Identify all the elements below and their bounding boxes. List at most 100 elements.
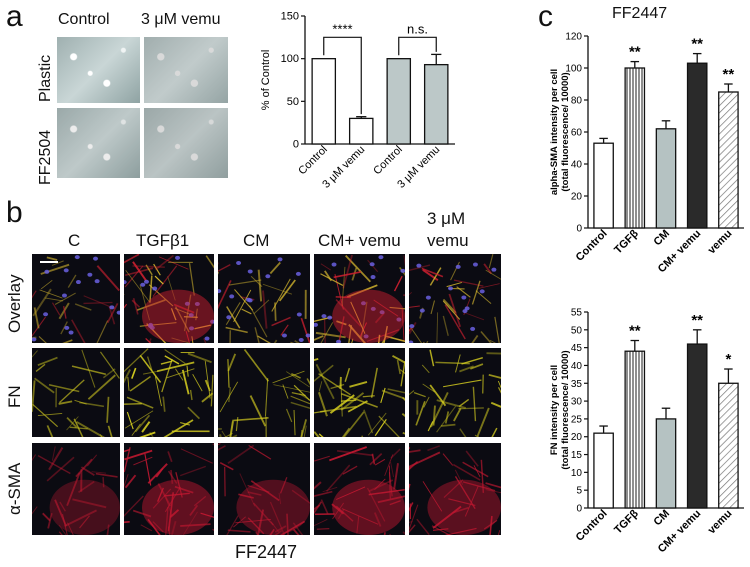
y-tick-label: 0 [576, 504, 582, 515]
fluorescence-image [32, 348, 120, 437]
y-tick-label: 150 [281, 11, 299, 23]
bar [624, 67, 646, 229]
y-tick-label: 35 [571, 379, 583, 390]
significance-bracket [323, 36, 362, 115]
fluorescence-image [124, 443, 214, 535]
micrograph-plastic-control [57, 37, 140, 103]
panel-letter-b: b [6, 196, 23, 229]
row-label-overlay: Overlay [5, 274, 24, 333]
y-axis-label-line: alpha-SMA intensity per cell [549, 69, 560, 195]
y-tick-label: 50 [571, 325, 583, 336]
significance-label: ** [691, 36, 703, 53]
col-label-3um: 3 μM [427, 209, 466, 228]
y-tick-label: 40 [571, 160, 583, 171]
bar [718, 382, 739, 509]
y-tick-label: 80 [571, 96, 583, 107]
significance-bracket [398, 36, 437, 56]
y-axis-label-line: (total fluorescence/ 10000) [560, 350, 571, 469]
significance-label: ** [723, 66, 735, 83]
row-label-asma: α-SMA [5, 462, 24, 515]
bar [386, 58, 412, 145]
fluorescence-image [409, 443, 501, 535]
col-label-cm-vemu: CM+ vemu [318, 231, 401, 250]
significance-label: **** [332, 21, 352, 36]
bar [593, 142, 614, 229]
col-label-vemu-b: vemu [427, 231, 469, 250]
bar [718, 91, 739, 229]
bar [348, 117, 374, 145]
x-tick-label: CM [652, 228, 673, 249]
y-tick-label: 55 [571, 308, 583, 319]
row-label-plastic: Plastic [37, 54, 54, 102]
fluorescence-image [314, 254, 405, 343]
bar [655, 418, 677, 509]
y-tick-label: 0 [576, 224, 582, 235]
y-axis-label-line: FN intensity per cell [549, 365, 560, 455]
y-tick-label: 100 [281, 53, 299, 65]
y-axis-label: % of Control [260, 50, 272, 111]
panel-c-title: FF2447 [612, 5, 668, 22]
x-tick-label: vemu [706, 508, 735, 537]
bar [593, 432, 614, 509]
y-tick-label: 120 [565, 32, 582, 43]
y-tick-label: 0 [293, 139, 299, 151]
y-tick-label: 15 [571, 450, 583, 461]
fluorescence-image [124, 348, 214, 437]
fluorescence-image [124, 254, 214, 343]
y-tick-label: 10 [571, 468, 583, 479]
y-tick-label: 60 [571, 128, 583, 139]
fluorescence-image [218, 443, 310, 535]
row-label-fn: FN [5, 385, 24, 408]
fluorescence-image [409, 254, 501, 343]
x-tick-label: vemu [706, 228, 735, 257]
y-tick-label: 40 [571, 361, 583, 372]
micrograph-ff2504-vemu [144, 108, 228, 178]
row-label-ff2504: FF2504 [37, 129, 54, 185]
significance-label: ** [629, 323, 641, 340]
significance-label: n.s. [407, 21, 428, 36]
chart-alpha-sma: 0 20 40 60 80 100 120 alpha-SMA intensity per c… [549, 32, 744, 275]
col-label-vemu: 3 μM vemu [141, 11, 221, 28]
bar [624, 350, 646, 509]
y-axis-label-line: (total fluorescence/ 10000) [560, 72, 571, 191]
col-label-control: Control [58, 11, 110, 28]
bar [686, 62, 708, 229]
y-tick-label: 5 [576, 486, 582, 497]
figure-caption-ff2447: FF2447 [235, 542, 298, 562]
y-tick-label: 20 [571, 192, 583, 203]
x-tick-label: TGFβ [612, 227, 641, 256]
fluorescence-image [32, 254, 120, 343]
col-label-c: C [68, 231, 81, 250]
y-tick-label: 50 [287, 96, 299, 108]
fluorescence-image [314, 348, 405, 437]
y-tick-label: 100 [565, 64, 582, 75]
y-tick-label: 30 [571, 397, 583, 408]
bar [423, 63, 449, 145]
micrograph-ff2504-control [57, 108, 140, 178]
col-label-cm: CM [243, 231, 270, 250]
col-label-tgfb1: TGFβ1 [136, 231, 190, 250]
x-tick-label: CM [652, 508, 673, 529]
fluorescence-image [409, 348, 501, 437]
significance-label: ** [691, 312, 703, 329]
chart-fn: 0 5 10 15 20 25 30 35 40 45 50 55 FN intensity per c… [549, 308, 744, 555]
bar [311, 58, 337, 145]
y-tick-label: 20 [571, 432, 583, 443]
significance-label: * [725, 351, 731, 368]
x-tick-label: Control [371, 144, 405, 178]
fluorescence-image [32, 443, 120, 535]
fluorescence-image [218, 348, 310, 437]
panel-letter-c: c [538, 0, 553, 33]
panel-letter-a: a [6, 0, 23, 33]
y-tick-label: 25 [571, 414, 583, 425]
x-tick-label: Control [296, 144, 330, 178]
significance-label: ** [629, 44, 641, 61]
fluorescence-image [218, 254, 310, 343]
y-tick-label: 45 [571, 343, 583, 354]
fluorescence-image [314, 443, 405, 535]
micrograph-plastic-vemu [144, 37, 228, 103]
bar [686, 343, 708, 509]
bar [655, 128, 677, 229]
x-tick-label: TGFβ [612, 507, 641, 536]
